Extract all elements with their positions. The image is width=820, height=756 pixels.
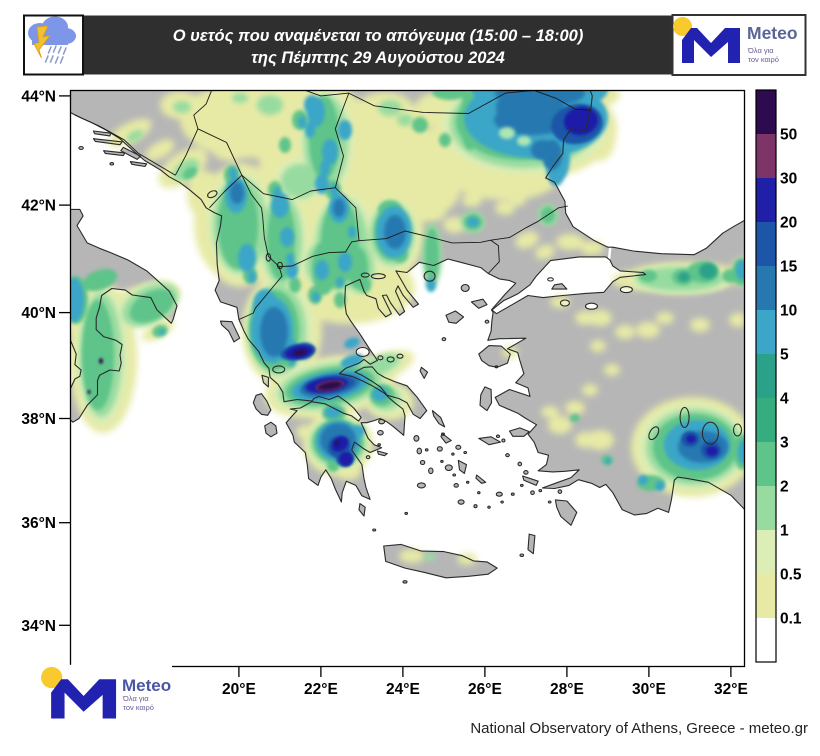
svg-text:0.5: 0.5 — [780, 567, 802, 584]
svg-text:38°N: 38°N — [21, 411, 56, 428]
svg-text:1: 1 — [780, 523, 789, 540]
svg-text:32°E: 32°E — [714, 681, 748, 698]
svg-text:5: 5 — [780, 347, 789, 364]
svg-text:34°N: 34°N — [21, 618, 56, 635]
svg-text:της Πέμπτης 29 Αυγούστου 2024: της Πέμπτης 29 Αυγούστου 2024 — [251, 49, 505, 67]
svg-text:40°N: 40°N — [21, 305, 56, 322]
svg-text:50: 50 — [780, 127, 797, 144]
svg-text:Ο υετός που αναμένεται το απόγ: Ο υετός που αναμένεται το απόγευμα (15:0… — [173, 27, 584, 45]
svg-text:22°E: 22°E — [304, 681, 338, 698]
svg-text:30°E: 30°E — [632, 681, 666, 698]
svg-text:Όλα για: Όλα για — [747, 46, 774, 55]
svg-text:44°N: 44°N — [21, 88, 56, 105]
svg-text:15: 15 — [780, 259, 798, 276]
svg-text:26°E: 26°E — [468, 681, 502, 698]
svg-text:τον καιρό: τον καιρό — [123, 703, 154, 712]
svg-text:2: 2 — [780, 479, 789, 496]
svg-text:4: 4 — [780, 391, 789, 408]
svg-text:Meteo: Meteo — [122, 676, 171, 695]
svg-text:Όλα για: Όλα για — [122, 694, 149, 703]
svg-text:30: 30 — [780, 171, 797, 188]
svg-text:0.1: 0.1 — [780, 611, 802, 628]
svg-text:42°N: 42°N — [21, 198, 56, 215]
svg-text:National Observatory of Athens: National Observatory of Athens, Greece -… — [470, 720, 808, 737]
svg-text:20: 20 — [780, 215, 797, 232]
svg-text:24°E: 24°E — [386, 681, 420, 698]
svg-text:Meteo: Meteo — [747, 23, 798, 43]
svg-text:20°E: 20°E — [222, 681, 256, 698]
svg-text:3: 3 — [780, 435, 789, 452]
svg-text:36°N: 36°N — [21, 515, 56, 532]
svg-text:τον καιρό: τον καιρό — [748, 55, 779, 64]
svg-text:10: 10 — [780, 303, 797, 320]
svg-text:28°E: 28°E — [550, 681, 584, 698]
